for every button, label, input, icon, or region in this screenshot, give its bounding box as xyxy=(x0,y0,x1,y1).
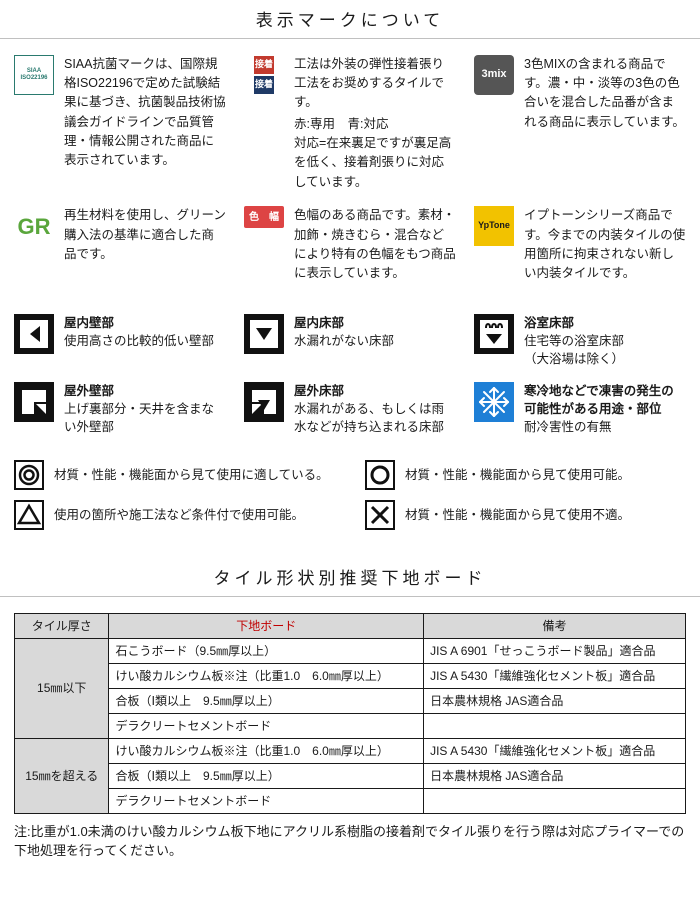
cross-icon xyxy=(365,500,395,530)
usage-outdoor-wall-body: 上げ裏部分・天井を含まない外壁部 xyxy=(64,400,226,436)
usage-bath-floor: 浴室床部 住宅等の浴室床部（大浴場は除く） xyxy=(474,314,686,368)
mark-gr: GR 再生材料を使用し、グリーン購入法の基準に適合した商品です。 xyxy=(14,206,226,284)
table-cell-remark: 日本農林規格 JAS適合品 xyxy=(424,688,686,713)
table-cell-board: 合板（Ⅰ類以上 9.5㎜厚以上） xyxy=(109,688,424,713)
usage-grid: 屋内壁部 使用高さの比較的低い壁部 屋内床部 水漏れがない床部 浴室床部 住宅等… xyxy=(0,304,700,457)
triangle-icon xyxy=(14,500,44,530)
irohaba-icon: 色 幅 xyxy=(244,206,284,228)
table-header-row: タイル厚さ 下地ボード 備考 xyxy=(15,613,686,638)
usage-outdoor-floor: 屋外床部 水漏れがある、もしくは雨水などが持ち込まれる床部 xyxy=(244,382,456,436)
table-cell-thickness: 15㎜を超える xyxy=(15,738,109,813)
section-marks-title: 表示マークについて xyxy=(0,0,700,39)
usage-indoor-wall-text: 屋内壁部 使用高さの比較的低い壁部 xyxy=(64,314,226,350)
table-cell-board: けい酸カルシウム板※注（比重1.0 6.0㎜厚以上） xyxy=(109,738,424,763)
table-cell-thickness: 15㎜以下 xyxy=(15,638,109,738)
usage-indoor-wall: 屋内壁部 使用高さの比較的低い壁部 xyxy=(14,314,226,368)
legend-double-circle-text: 材質・性能・機能面から見て使用に適している。 xyxy=(54,466,329,485)
gr-icon: GR xyxy=(14,206,54,246)
table-row: 15㎜を超えるけい酸カルシウム板※注（比重1.0 6.0㎜厚以上）JIS A 5… xyxy=(15,738,686,763)
mark-irohaba: 色 幅 色幅のある商品です。素材・加飾・焼きむら・混合などにより特有の色幅をもつ… xyxy=(244,206,456,284)
table-cell-board: 合板（Ⅰ類以上 9.5㎜厚以上） xyxy=(109,763,424,788)
usage-indoor-floor-text: 屋内床部 水漏れがない床部 xyxy=(294,314,456,350)
legend-double-circle: 材質・性能・機能面から見て使用に適している。 xyxy=(14,460,335,490)
table-row: 合板（Ⅰ類以上 9.5㎜厚以上）日本農林規格 JAS適合品 xyxy=(15,688,686,713)
table-header-note: 備考 xyxy=(424,613,686,638)
mark-yptone: YpTone イプトーンシリーズ商品です。今までの内装タイルの使用箇所に拘束され… xyxy=(474,206,686,284)
legend-circle: 材質・性能・機能面から見て使用可能。 xyxy=(365,460,686,490)
legend-grid: 材質・性能・機能面から見て使用に適している。 材質・性能・機能面から見て使用可能… xyxy=(0,456,700,558)
usage-indoor-floor: 屋内床部 水漏れがない床部 xyxy=(244,314,456,368)
table-row: けい酸カルシウム板※注（比重1.0 6.0㎜厚以上）JIS A 5430「繊維強… xyxy=(15,663,686,688)
usage-outdoor-wall-text: 屋外壁部 上げ裏部分・天井を含まない外壁部 xyxy=(64,382,226,436)
table-header-board: 下地ボード xyxy=(109,613,424,638)
usage-bath-floor-body: 住宅等の浴室床部（大浴場は除く） xyxy=(524,332,686,368)
snowflake-icon xyxy=(474,382,514,422)
usage-cold-body: 耐冷害性の有無 xyxy=(524,418,686,436)
table-footnote: 注:比重が1.0未満のけい酸カルシウム板下地にアクリル系樹脂の接着剤でタイル張り… xyxy=(0,820,700,875)
mark-siaa-text: SIAA抗菌マークは、国際規格ISO22196で定めた試験結果に基づき、抗菌製品… xyxy=(64,55,226,171)
bath-floor-icon xyxy=(474,314,514,354)
usage-indoor-wall-body: 使用高さの比較的低い壁部 xyxy=(64,332,226,350)
marks-grid: SIAAISO22196 SIAA抗菌マークは、国際規格ISO22196で定めた… xyxy=(0,55,700,304)
table-cell-remark: JIS A 5430「繊維強化セメント板」適合品 xyxy=(424,738,686,763)
mark-kouhou-body: 工法は外装の弾性接着張り工法をお奨めするタイルです。 xyxy=(294,55,456,113)
usage-bath-floor-title: 浴室床部 xyxy=(524,314,686,332)
table-cell-remark xyxy=(424,788,686,813)
usage-cold-title: 寒冷地などで凍害の発生の可能性がある用途・部位 xyxy=(524,382,686,418)
usage-outdoor-floor-body: 水漏れがある、もしくは雨水などが持ち込まれる床部 xyxy=(294,400,456,436)
mark-3mix-text: 3色MIXの含まれる商品です。濃・中・淡等の3色の色合いを混合した品番が含まれる… xyxy=(524,55,686,133)
table-header-thickness: タイル厚さ xyxy=(15,613,109,638)
section-table-title: タイル形状別推奨下地ボード xyxy=(0,558,700,597)
mark-kouhou: 接着 接着 工法は外装の弾性接着張り工法をお奨めするタイルです。 赤:専用 青:… xyxy=(244,55,456,193)
usage-outdoor-wall-title: 屋外壁部 xyxy=(64,382,226,400)
table-row: デラクリートセメントボード xyxy=(15,713,686,738)
mark-irohaba-text: 色幅のある商品です。素材・加飾・焼きむら・混合などにより特有の色幅をもつ商品に表… xyxy=(294,206,456,284)
mark-siaa: SIAAISO22196 SIAA抗菌マークは、国際規格ISO22196で定めた… xyxy=(14,55,226,193)
mark-3mix: 3mix 3色MIXの含まれる商品です。濃・中・淡等の3色の色合いを混合した品番… xyxy=(474,55,686,193)
siaa-icon: SIAAISO22196 xyxy=(14,55,54,95)
table-cell-remark: JIS A 6901「せっこうボード製品」適合品 xyxy=(424,638,686,663)
circle-icon xyxy=(365,460,395,490)
board-table: タイル厚さ 下地ボード 備考 15㎜以下石こうボード（9.5㎜厚以上）JIS A… xyxy=(14,613,686,814)
mark-gr-text: 再生材料を使用し、グリーン購入法の基準に適合した商品です。 xyxy=(64,206,226,264)
outdoor-wall-icon xyxy=(14,382,54,422)
table-row: 15㎜以下石こうボード（9.5㎜厚以上）JIS A 6901「せっこうボード製品… xyxy=(15,638,686,663)
legend-cross: 材質・性能・機能面から見て使用不適。 xyxy=(365,500,686,530)
mix3-icon: 3mix xyxy=(474,55,514,95)
table-cell-board: デラクリートセメントボード xyxy=(109,788,424,813)
usage-outdoor-wall: 屋外壁部 上げ裏部分・天井を含まない外壁部 xyxy=(14,382,226,436)
double-circle-icon xyxy=(14,460,44,490)
table-cell-board: けい酸カルシウム板※注（比重1.0 6.0㎜厚以上） xyxy=(109,663,424,688)
indoor-wall-icon xyxy=(14,314,54,354)
table-row: デラクリートセメントボード xyxy=(15,788,686,813)
kouhou-bottom-box: 接着 xyxy=(254,76,274,94)
yptone-icon: YpTone xyxy=(474,206,514,246)
usage-bath-floor-text: 浴室床部 住宅等の浴室床部（大浴場は除く） xyxy=(524,314,686,368)
legend-cross-text: 材質・性能・機能面から見て使用不適。 xyxy=(405,506,630,525)
legend-triangle-text: 使用の箇所や施工法など条件付で使用可能。 xyxy=(54,506,304,525)
usage-indoor-wall-title: 屋内壁部 xyxy=(64,314,226,332)
table-row: 合板（Ⅰ類以上 9.5㎜厚以上）日本農林規格 JAS適合品 xyxy=(15,763,686,788)
kouhou-top-box: 接着 xyxy=(254,56,274,74)
legend-circle-text: 材質・性能・機能面から見て使用可能。 xyxy=(405,466,630,485)
usage-outdoor-floor-text: 屋外床部 水漏れがある、もしくは雨水などが持ち込まれる床部 xyxy=(294,382,456,436)
indoor-floor-icon xyxy=(244,314,284,354)
table-cell-remark: 日本農林規格 JAS適合品 xyxy=(424,763,686,788)
usage-indoor-floor-body: 水漏れがない床部 xyxy=(294,332,456,350)
outdoor-floor-icon xyxy=(244,382,284,422)
usage-cold-text: 寒冷地などで凍害の発生の可能性がある用途・部位 耐冷害性の有無 xyxy=(524,382,686,436)
mark-kouhou-text: 工法は外装の弾性接着張り工法をお奨めするタイルです。 赤:専用 青:対応対応=在… xyxy=(294,55,456,193)
mark-yptone-text: イプトーンシリーズ商品です。今までの内装タイルの使用箇所に拘束されない新しい内装… xyxy=(524,206,686,284)
mark-kouhou-extra: 赤:専用 青:対応対応=在来裏足ですが裏足高を低く、接着剤張りに対応しています。 xyxy=(294,115,456,193)
table-cell-remark xyxy=(424,713,686,738)
table-cell-board: デラクリートセメントボード xyxy=(109,713,424,738)
usage-outdoor-floor-title: 屋外床部 xyxy=(294,382,456,400)
legend-triangle: 使用の箇所や施工法など条件付で使用可能。 xyxy=(14,500,335,530)
table-cell-board: 石こうボード（9.5㎜厚以上） xyxy=(109,638,424,663)
usage-indoor-floor-title: 屋内床部 xyxy=(294,314,456,332)
kouhou-icon: 接着 接着 xyxy=(244,55,284,95)
usage-cold: 寒冷地などで凍害の発生の可能性がある用途・部位 耐冷害性の有無 xyxy=(474,382,686,436)
table-cell-remark: JIS A 5430「繊維強化セメント板」適合品 xyxy=(424,663,686,688)
